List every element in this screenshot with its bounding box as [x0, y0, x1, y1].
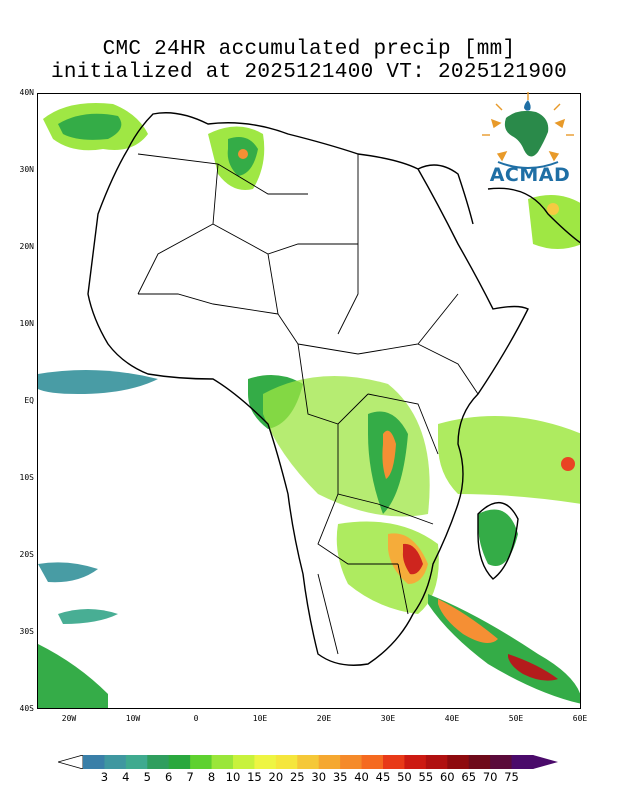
colorbar-label: 8: [207, 770, 216, 784]
lat-label-10n: 10N: [19, 319, 34, 328]
colorbar-swatch: [147, 755, 170, 769]
colorbar-label: 55: [418, 770, 434, 784]
colorbar-label: 10: [225, 770, 241, 784]
colorbar-swatch: [190, 755, 213, 769]
colorbar-label: 40: [354, 770, 369, 784]
colorbar-label: 20: [268, 770, 284, 784]
country-borders: [137, 153, 479, 655]
colorbar-swatch: [340, 755, 363, 769]
colorbar-label: 5: [143, 770, 151, 784]
lon-label-10w: 10W: [125, 714, 141, 723]
lat-label-30s: 30S: [19, 627, 34, 636]
colorbar-swatch: [468, 755, 491, 769]
lat-label-30n: 30N: [19, 165, 34, 174]
colorbar-label: 45: [375, 770, 391, 784]
colorbar: [58, 755, 558, 769]
colorbar-swatch: [125, 755, 148, 769]
colorbar-swatch: [404, 755, 427, 769]
lat-label-40s: 40S: [19, 704, 34, 713]
colorbar-label: 50: [397, 770, 412, 784]
lat-label-eq: EQ: [24, 396, 34, 405]
precip-field: [38, 103, 580, 708]
lat-label-10s: 10S: [19, 473, 34, 482]
colorbar-swatch: [361, 755, 384, 769]
lon-label-50e: 50E: [508, 714, 524, 723]
colorbar-swatch: [83, 755, 105, 769]
colorbar-swatch: [490, 755, 513, 769]
colorbar-swatch: [104, 755, 127, 769]
colorbar-label: 25: [289, 770, 305, 784]
lon-label-30e: 30E: [380, 714, 396, 723]
colorbar-swatch: [511, 755, 534, 769]
africa-globe-logo-icon: [482, 92, 574, 169]
colorbar-label: 35: [332, 770, 348, 784]
colorbar-label: 65: [461, 770, 477, 784]
precip-map: [37, 93, 581, 709]
lon-label-20w: 20W: [61, 714, 77, 723]
lat-label-40n: 40N: [19, 88, 34, 97]
colorbar-swatch: [168, 755, 191, 769]
colorbar-label: 60: [439, 770, 455, 784]
lon-label-40e: 40E: [444, 714, 460, 723]
colorbar-swatch: [275, 755, 298, 769]
colorbar-over-triangle: [533, 755, 558, 769]
colorbar-label: 75: [504, 770, 519, 784]
colorbar-swatch: [447, 755, 470, 769]
colorbar-swatch: [211, 755, 234, 769]
colorbar-swatch: [233, 755, 255, 769]
colorbar-label: 70: [482, 770, 498, 784]
colorbar-label: 7: [186, 770, 194, 784]
lat-label-20n: 20N: [19, 242, 34, 251]
lon-label-10e: 10E: [252, 714, 268, 723]
lon-label-20e: 20E: [316, 714, 332, 723]
colorbar-label: 3: [100, 770, 109, 784]
colorbar-swatch: [297, 755, 320, 769]
map-canvas: [38, 103, 580, 708]
colorbar-swatch: [425, 755, 448, 769]
colorbar-swatch: [318, 755, 341, 769]
colorbar-label: 15: [247, 770, 262, 784]
lon-label-0: 0: [193, 714, 199, 723]
chart-title-line-1: CMC 24HR accumulated precip [mm]: [102, 38, 516, 61]
colorbar-swatch: [383, 755, 405, 769]
lat-label-20s: 20S: [19, 550, 34, 559]
coastlines: [87, 112, 580, 666]
colorbar-under-triangle: [58, 755, 84, 769]
colorbar-label: 4: [122, 770, 130, 784]
chart-title-line-2: initialized at 2025121400 VT: 2025121900: [50, 61, 568, 84]
colorbar-label: 6: [165, 770, 173, 784]
lon-label-60e: 60E: [572, 714, 588, 723]
colorbar-swatch: [254, 755, 277, 769]
logo-text: ACMAD: [489, 164, 571, 186]
colorbar-label: 30: [311, 770, 327, 784]
